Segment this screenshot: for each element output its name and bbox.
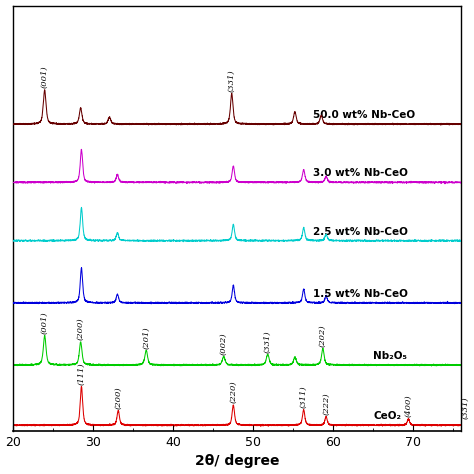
Text: (001): (001)	[41, 311, 49, 334]
Text: (111): (111)	[77, 362, 85, 385]
Text: (002): (002)	[220, 332, 228, 355]
Text: 3.0 wt% Nb-CeO: 3.0 wt% Nb-CeO	[313, 168, 408, 179]
Text: (200): (200)	[77, 318, 85, 340]
Text: 50.0 wt% Nb-CeO: 50.0 wt% Nb-CeO	[313, 110, 415, 120]
Text: (200): (200)	[114, 386, 122, 409]
Text: (400): (400)	[404, 395, 412, 418]
Text: (331): (331)	[461, 396, 469, 419]
Text: Nb₂O₅: Nb₂O₅	[373, 351, 407, 361]
Text: (331): (331)	[264, 330, 272, 353]
Text: (331): (331)	[228, 70, 236, 92]
Text: (001): (001)	[41, 66, 49, 88]
Text: (201): (201)	[142, 326, 150, 349]
Text: (311): (311)	[300, 385, 308, 408]
Text: (202): (202)	[319, 325, 327, 347]
X-axis label: 2θ/ degree: 2θ/ degree	[195, 455, 280, 468]
Text: 1.5 wt% Nb-CeO: 1.5 wt% Nb-CeO	[313, 289, 408, 299]
Text: CeO₂: CeO₂	[373, 411, 401, 421]
Text: 2.5 wt% Nb-CeO: 2.5 wt% Nb-CeO	[313, 227, 408, 237]
Text: (222): (222)	[322, 392, 330, 415]
Text: (220): (220)	[229, 381, 237, 403]
